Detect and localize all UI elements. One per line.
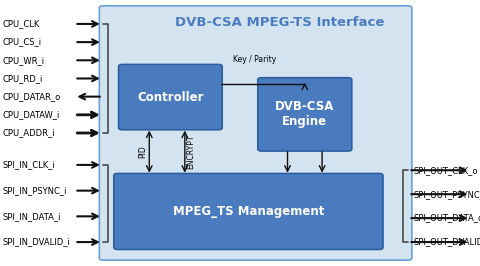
Text: SPI_IN_CLK_i: SPI_IN_CLK_i	[2, 160, 55, 169]
Text: SPI_IN_DATA_i: SPI_IN_DATA_i	[2, 212, 61, 221]
Text: PID: PID	[139, 145, 147, 158]
Text: MPEG_TS Management: MPEG_TS Management	[173, 205, 324, 218]
Text: CPU_RD_i: CPU_RD_i	[2, 74, 43, 83]
FancyBboxPatch shape	[114, 173, 383, 250]
FancyBboxPatch shape	[119, 64, 222, 130]
Text: ENCRYPT: ENCRYPT	[186, 134, 195, 169]
Text: CPU_DATAR_o: CPU_DATAR_o	[2, 92, 60, 101]
Text: DVB-CSA MPEG-TS Interface: DVB-CSA MPEG-TS Interface	[175, 16, 384, 29]
FancyBboxPatch shape	[258, 78, 352, 151]
Text: CPU_CLK: CPU_CLK	[2, 19, 40, 28]
Text: CPU_CS_i: CPU_CS_i	[2, 38, 42, 47]
Text: CPU_ADDR_i: CPU_ADDR_i	[2, 128, 55, 138]
Text: Controller: Controller	[137, 91, 204, 103]
Text: SPI_OUT_CLK_o: SPI_OUT_CLK_o	[414, 166, 478, 175]
Text: SPI_OUT_DATA_o: SPI_OUT_DATA_o	[414, 214, 480, 223]
Text: SPI_IN_DVALID_i: SPI_IN_DVALID_i	[2, 238, 70, 247]
Text: CPU_WR_i: CPU_WR_i	[2, 56, 45, 65]
Text: SPI_IN_PSYNC_i: SPI_IN_PSYNC_i	[2, 186, 67, 195]
Text: CPU_DATAW_i: CPU_DATAW_i	[2, 110, 60, 119]
Text: SPI_OUT_PSYNC_o: SPI_OUT_PSYNC_o	[414, 190, 480, 199]
Text: SPI_OUT_DVALID_o: SPI_OUT_DVALID_o	[414, 238, 480, 247]
FancyBboxPatch shape	[99, 6, 412, 260]
Text: Key / Parity: Key / Parity	[233, 55, 276, 64]
Text: DVB-CSA
Engine: DVB-CSA Engine	[275, 100, 335, 128]
